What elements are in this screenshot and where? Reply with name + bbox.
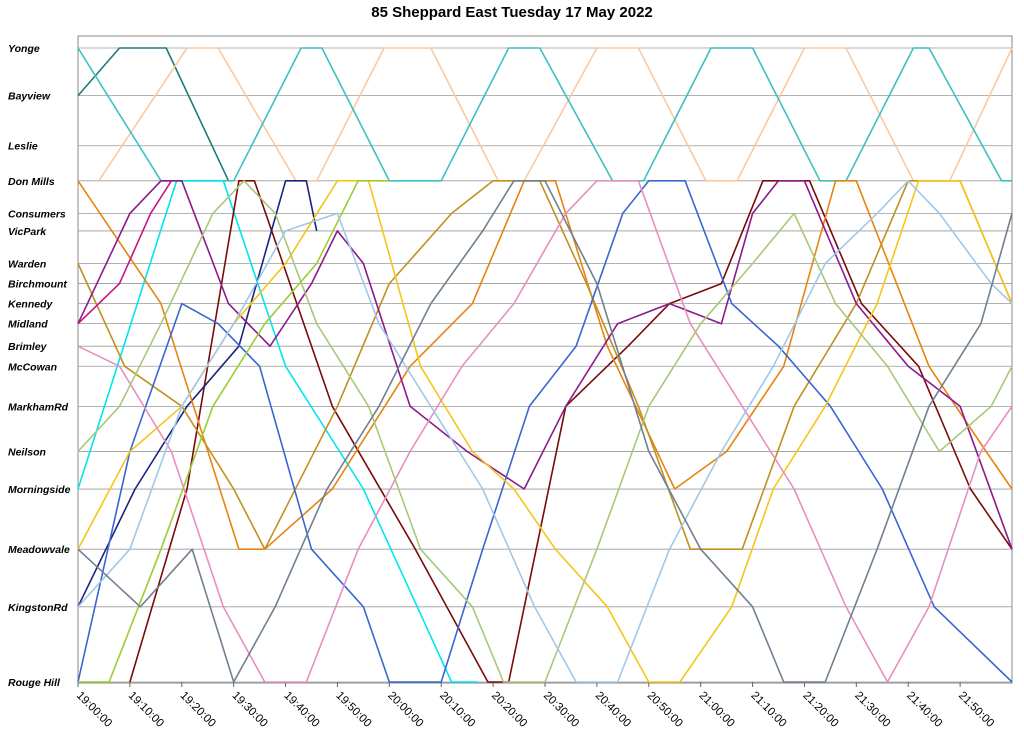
x-tick-label-2: 19:20:00 — [178, 690, 218, 730]
x-tick-label-9: 20:30:00 — [541, 690, 581, 730]
stop-label-kennedy: Kennedy — [8, 299, 54, 311]
stop-label-midland: Midland — [8, 319, 48, 331]
series-line-15 — [77, 180, 1013, 683]
x-tick-label-16: 21:40:00 — [904, 690, 944, 730]
stop-label-neilson: Neilson — [8, 446, 46, 458]
x-tick-label-1: 19:10:00 — [126, 690, 166, 730]
x-tick-label-17: 21:50:00 — [956, 690, 996, 730]
x-tick-label-13: 21:10:00 — [748, 690, 788, 730]
x-tick-label-7: 20:10:00 — [437, 690, 477, 730]
x-tick-label-5: 19:50:00 — [333, 690, 373, 730]
series-line-8 — [77, 180, 1013, 550]
series-line-12 — [77, 180, 1013, 683]
stop-label-warden: Warden — [8, 259, 46, 271]
stop-label-consumers: Consumers — [8, 208, 66, 220]
stop-label-yonge: Yonge — [8, 43, 40, 55]
stop-label-rouge-hill: Rouge Hill — [8, 677, 61, 689]
plot-frame — [77, 35, 1013, 684]
stop-label-mccowan: McCowan — [8, 361, 57, 373]
series-line-6 — [77, 180, 1013, 551]
x-tick-label-4: 19:40:00 — [281, 690, 321, 730]
x-tick-label-14: 21:20:00 — [800, 690, 840, 730]
series-line-9 — [77, 180, 1013, 683]
stop-label-don-mills: Don Mills — [8, 176, 55, 188]
x-tick-label-6: 20:00:00 — [385, 690, 425, 730]
x-tick-label-12: 21:00:00 — [697, 690, 737, 730]
chart-title: 85 Sheppard East Tuesday 17 May 2022 — [371, 4, 653, 21]
stop-label-brimley: Brimley — [8, 341, 48, 353]
x-tick-label-15: 21:30:00 — [852, 690, 892, 730]
series-line-0 — [77, 47, 230, 182]
stop-label-morningside: Morningside — [8, 484, 71, 496]
x-tick-label-10: 20:40:00 — [593, 690, 633, 730]
stop-label-meadowvale: Meadowvale — [8, 544, 70, 556]
series-line-16 — [77, 180, 173, 325]
stop-label-kingstonrd: KingstonRd — [8, 602, 68, 614]
stop-labels: Yonge Bayview Leslie Don Mills Consumers VicP… — [8, 43, 71, 689]
x-tick-label-0: 19:00:00 — [74, 690, 114, 730]
stop-label-bayview: Bayview — [8, 91, 51, 103]
x-tick-label-11: 20:50:00 — [645, 690, 685, 730]
series-line-5 — [77, 180, 318, 608]
stop-label-birchmount: Birchmount — [8, 279, 67, 291]
x-tick-label-3: 19:30:00 — [230, 690, 270, 730]
series-line-10 — [77, 180, 1013, 683]
series-line-14 — [77, 180, 1013, 683]
x-tick-label-8: 20:20:00 — [489, 690, 529, 730]
series-layer — [77, 47, 1013, 683]
stop-label-leslie: Leslie — [8, 141, 38, 153]
series-line-13 — [78, 180, 390, 683]
time-labels: 19:00:00 19:10:00 19:20:00 19:30:00 19:40:00… — [74, 690, 996, 730]
series-line-11 — [77, 180, 1013, 683]
stop-label-vicpark: VicPark — [8, 226, 47, 238]
series-line-1 — [98, 47, 1013, 182]
stop-label-markhamrd: MarkhamRd — [8, 401, 69, 413]
